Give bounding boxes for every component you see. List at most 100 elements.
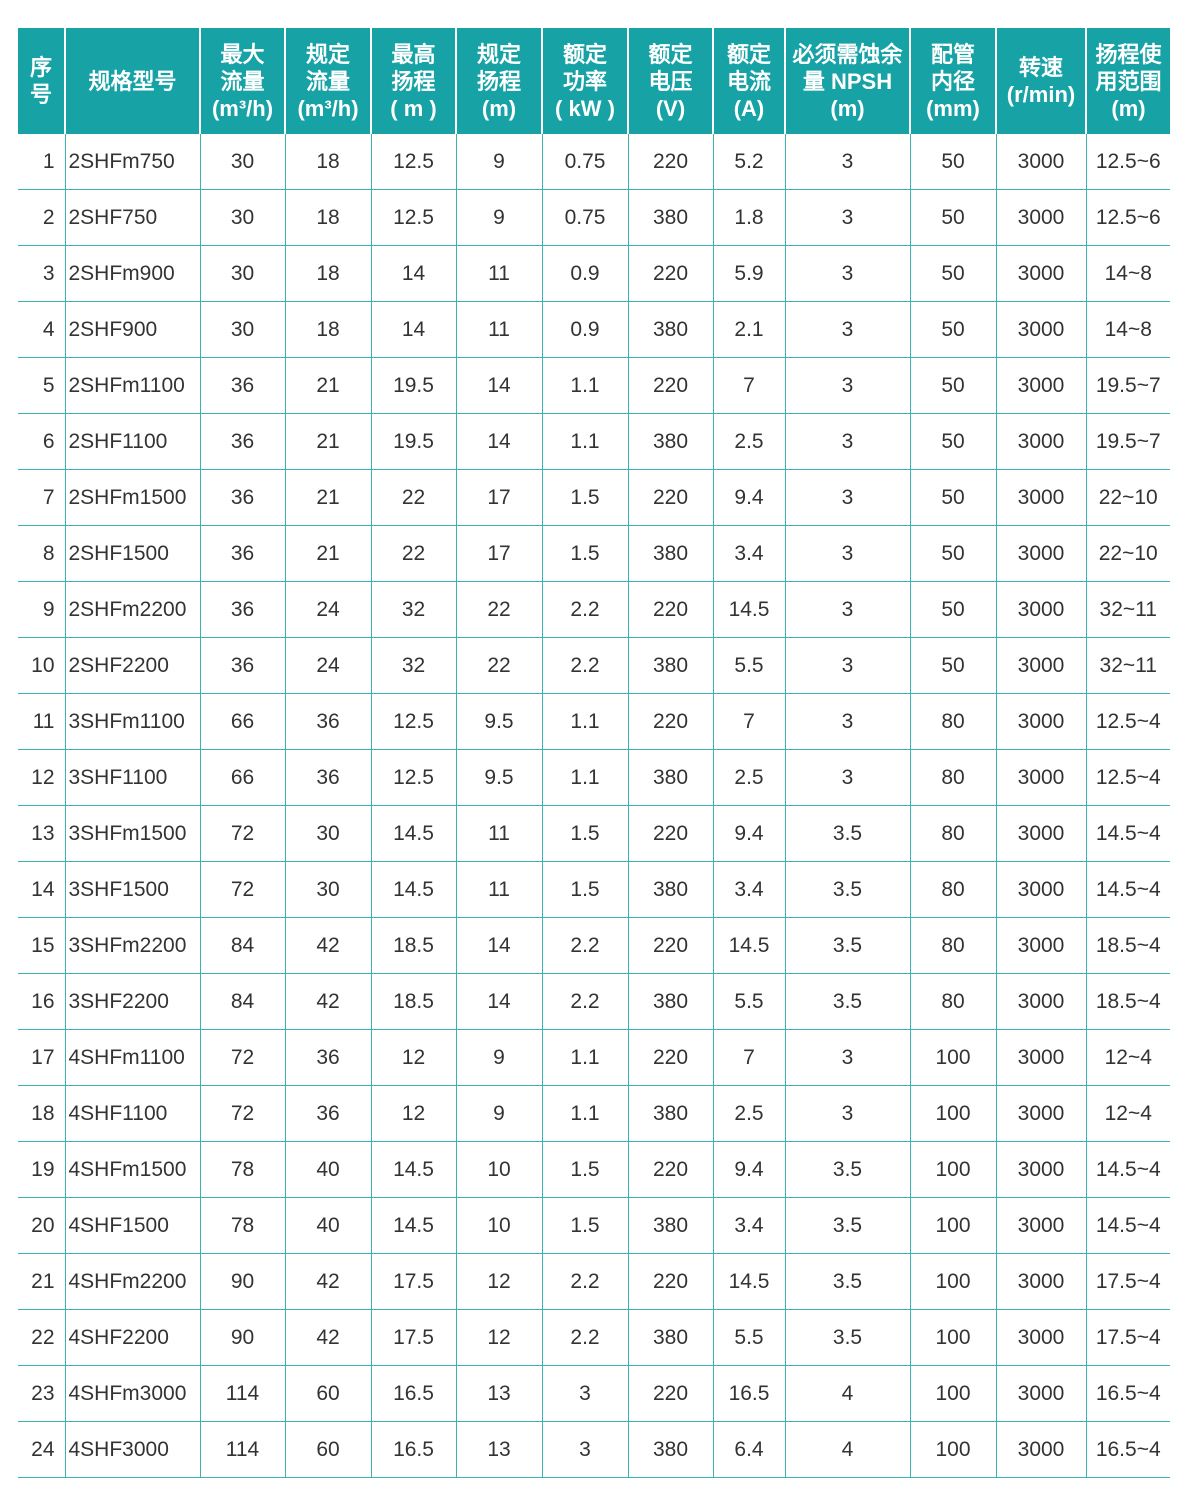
value-cell: 16.5~4 [1085, 1365, 1170, 1422]
value-cell: 14 [370, 301, 457, 358]
value-cell: 12 [370, 1029, 457, 1086]
column-header-line: 功率 [562, 68, 607, 94]
column-header-line: 规格型号 [88, 68, 177, 94]
value-cell: 100 [909, 1197, 997, 1254]
column-header-line: 转速 [1018, 55, 1063, 80]
value-cell: 32 [370, 637, 457, 694]
column-header: 额定 电流 (A) [712, 28, 785, 134]
column-header: 最大 流量 (m³/h) [199, 28, 285, 134]
row-index: 24 [18, 1421, 66, 1478]
value-cell: 1.5 [541, 861, 629, 918]
value-cell: 3000 [995, 525, 1087, 582]
value-cell: 14.5~4 [1085, 1141, 1170, 1198]
value-cell: 19.5~7 [1085, 413, 1170, 470]
value-cell: 3000 [995, 1365, 1087, 1422]
value-cell: 3.4 [712, 861, 786, 918]
value-cell: 3 [541, 1365, 629, 1422]
value-cell: 12.5~4 [1085, 693, 1170, 750]
value-cell: 3000 [995, 245, 1087, 302]
value-cell: 3 [784, 637, 911, 694]
model-cell: 2SHFm1500 [64, 469, 201, 526]
value-cell: 3.5 [784, 805, 911, 862]
value-cell: 220 [627, 1141, 714, 1198]
value-cell: 72 [199, 861, 286, 918]
value-cell: 1.1 [541, 749, 629, 806]
value-cell: 220 [627, 917, 714, 974]
model-cell: 2SHF1500 [64, 525, 201, 582]
column-header-line: 用范围 [1095, 68, 1162, 94]
value-cell: 21 [284, 413, 372, 470]
row-index: 6 [18, 413, 66, 470]
value-cell: 13 [455, 1421, 543, 1478]
value-cell: 42 [284, 973, 372, 1030]
value-cell: 32~11 [1085, 581, 1170, 638]
value-cell: 12.5 [370, 749, 457, 806]
row-index: 15 [18, 917, 66, 974]
value-cell: 3000 [995, 861, 1087, 918]
model-cell: 2SHF750 [64, 189, 201, 246]
value-cell: 3.5 [784, 1253, 911, 1310]
value-cell: 72 [199, 1029, 286, 1086]
value-cell: 1.5 [541, 525, 629, 582]
value-cell: 18.5~4 [1085, 917, 1170, 974]
model-cell: 4SHF1100 [64, 1085, 201, 1142]
row-index: 2 [18, 189, 66, 246]
value-cell: 2.2 [541, 1253, 629, 1310]
value-cell: 14.5~4 [1085, 1197, 1170, 1254]
row-index: 3 [18, 245, 66, 302]
value-cell: 220 [627, 805, 714, 862]
value-cell: 3000 [995, 134, 1087, 190]
value-cell: 3 [784, 301, 911, 358]
value-cell: 60 [284, 1421, 372, 1478]
column-header-line: (r/min) [1006, 82, 1076, 107]
table-row: 22 4SHF2200 90 42 17.5 12 2.2 380 5.5 3.5 100 3000 1… [18, 1309, 1170, 1366]
value-cell: 1.1 [541, 357, 629, 414]
value-cell: 36 [199, 525, 286, 582]
value-cell: 3.5 [784, 1309, 911, 1366]
pump-spec-table: 序号规格型号 最大 流量 (m³/h) 规定 流量 (m³/h) 最高 扬程( m ) 规定 扬程(… [18, 28, 1170, 1478]
value-cell: 36 [199, 413, 286, 470]
value-cell: 3 [784, 189, 911, 246]
table-row: 5 2SHFm1100 36 21 19.5 14 1.1 220 7 3 50 3000 19.5~7 [18, 357, 1170, 414]
row-index: 23 [18, 1365, 66, 1422]
value-cell: 5.2 [712, 134, 786, 190]
value-cell: 18.5~4 [1085, 973, 1170, 1030]
value-cell: 72 [199, 1085, 286, 1142]
row-index: 4 [18, 301, 66, 358]
value-cell: 3000 [995, 749, 1087, 806]
value-cell: 80 [909, 749, 997, 806]
column-header-line: 最高 [391, 41, 436, 67]
value-cell: 22~10 [1085, 525, 1170, 582]
value-cell: 3 [784, 749, 911, 806]
value-cell: 6.4 [712, 1421, 786, 1478]
value-cell: 3 [784, 413, 911, 470]
value-cell: 19.5 [370, 413, 457, 470]
column-header-line: 扬程使 [1095, 41, 1162, 67]
value-cell: 0.9 [541, 301, 629, 358]
value-cell: 7 [712, 1029, 786, 1086]
column-header-line: 量 NPSH [802, 68, 893, 94]
value-cell: 22~10 [1085, 469, 1170, 526]
value-cell: 50 [909, 637, 997, 694]
value-cell: 11 [455, 301, 543, 358]
value-cell: 2.2 [541, 581, 629, 638]
value-cell: 30 [284, 805, 372, 862]
value-cell: 380 [627, 749, 714, 806]
value-cell: 12.5~6 [1085, 134, 1170, 190]
value-cell: 380 [627, 861, 714, 918]
table-row: 12 3SHF1100 66 36 12.5 9.5 1.1 380 2.5 3 80 3000 12.… [18, 749, 1170, 806]
value-cell: 30 [199, 245, 286, 302]
value-cell: 0.75 [541, 134, 629, 190]
value-cell: 18 [284, 301, 372, 358]
column-header: 规格型号 [64, 28, 200, 134]
value-cell: 17 [455, 469, 543, 526]
value-cell: 12.5 [370, 189, 457, 246]
value-cell: 220 [627, 1365, 714, 1422]
value-cell: 2.2 [541, 973, 629, 1030]
value-cell: 380 [627, 1197, 714, 1254]
value-cell: 12 [455, 1309, 543, 1366]
value-cell: 22 [455, 637, 543, 694]
value-cell: 12~4 [1085, 1085, 1170, 1142]
table-row: 16 3SHF2200 84 42 18.5 14 2.2 380 5.5 3.5 80 3000 18… [18, 973, 1170, 1030]
value-cell: 3.5 [784, 861, 911, 918]
